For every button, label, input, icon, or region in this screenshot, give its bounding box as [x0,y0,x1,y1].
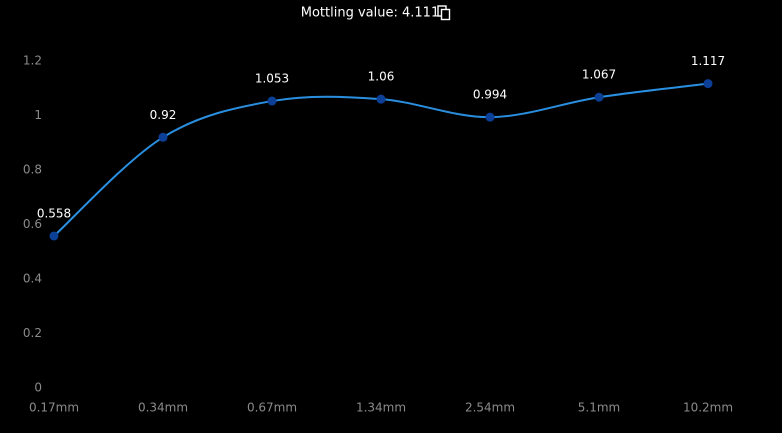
value-label: 1.117 [691,54,725,68]
point [594,92,604,102]
value-label: 1.06 [368,70,395,84]
point [703,79,713,89]
x-tick-label: 0.34mm [138,401,188,415]
x-tick-label: 1.34mm [356,401,406,415]
point [485,112,495,122]
chart-title: Mottling value: 4.111 [301,6,439,21]
copy-icon-front [440,8,451,21]
y-tick-label: 0.2 [23,326,42,340]
point [376,94,386,104]
point [267,96,277,106]
x-tick-label: 0.17mm [29,401,79,415]
value-label: 0.558 [37,206,71,220]
y-tick-label: 1 [34,108,42,122]
x-tick-label: 10.2mm [683,401,733,415]
x-tick-label: 5.1mm [578,401,620,415]
y-tick-label: 0.6 [23,217,42,231]
y-tick-label: 0.4 [23,272,42,286]
y-tick-label: 1.2 [23,54,42,68]
y-tick-label: 0.8 [23,163,42,177]
value-label: 1.067 [582,68,616,82]
y-tick-label: 0 [34,381,42,395]
value-label: 0.92 [150,108,177,122]
copy-icon[interactable] [437,5,451,21]
value-label: 0.994 [473,88,507,102]
value-label: 1.053 [255,72,289,86]
x-tick-label: 0.67mm [247,401,297,415]
point [158,132,168,142]
x-tick-label: 2.54mm [465,401,515,415]
point [49,231,59,241]
